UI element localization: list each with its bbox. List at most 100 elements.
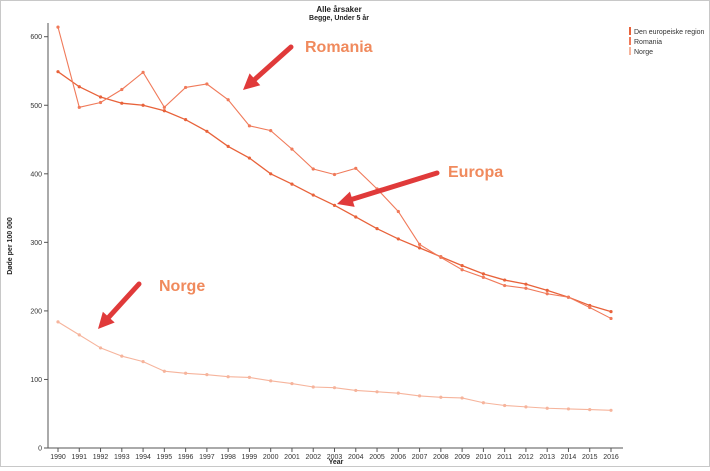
data-point <box>141 70 145 74</box>
x-tick-label: 2004 <box>348 454 364 461</box>
data-point <box>354 166 358 170</box>
arrow-shaft <box>106 281 142 320</box>
data-point <box>226 375 230 379</box>
y-tick-label: 300 <box>30 240 42 247</box>
x-tick-label: 1993 <box>114 454 130 461</box>
data-point <box>77 105 81 109</box>
data-point <box>481 272 485 276</box>
data-point <box>609 408 613 412</box>
data-point <box>269 379 273 383</box>
data-point <box>162 105 166 109</box>
data-point <box>545 288 549 292</box>
x-tick-label: 2015 <box>582 454 598 461</box>
data-point <box>375 390 379 394</box>
axes: 0 100 200 300 400 500 600 1990 1991 1992 1993 1994 1… <box>30 23 623 461</box>
annotations: Romania Europa Norge <box>98 39 503 329</box>
data-point <box>354 388 358 393</box>
x-tick-label: 2013 <box>539 454 555 461</box>
legend-entry: Den europeiske region <box>634 29 705 36</box>
data-point <box>141 103 145 107</box>
x-tick-label: 1994 <box>135 454 151 461</box>
y-tick-label: 0 <box>38 446 42 453</box>
data-point <box>184 85 188 90</box>
data-point <box>481 275 485 279</box>
legend-entry: Romania <box>634 39 662 46</box>
arrow-norge <box>98 281 142 329</box>
series-line <box>57 26 612 319</box>
data-point <box>609 309 613 314</box>
series-layer <box>56 25 613 412</box>
data-point <box>417 246 422 250</box>
data-point <box>332 172 337 177</box>
x-tick-label: 2010 <box>476 454 492 461</box>
annotation-label: Europa <box>448 164 503 181</box>
data-point <box>184 371 188 375</box>
arrow-romania <box>243 44 294 90</box>
data-point <box>205 129 209 133</box>
x-tick-label: 1992 <box>93 454 109 461</box>
data-point <box>77 85 81 89</box>
x-tick-label: 2002 <box>305 454 321 461</box>
data-point <box>226 144 230 148</box>
data-point <box>98 100 103 105</box>
data-point <box>545 406 549 410</box>
data-point <box>77 333 81 337</box>
data-point <box>290 147 294 151</box>
legend-swatch <box>629 27 631 35</box>
y-tick-label: 200 <box>30 308 42 315</box>
data-point <box>56 70 60 74</box>
legend-swatch <box>629 47 631 55</box>
x-tick-label: 2001 <box>284 454 300 461</box>
x-tick-label: 1990 <box>50 454 66 461</box>
annotation-label: Romania <box>305 39 373 56</box>
data-point <box>503 283 507 288</box>
data-point <box>609 316 613 321</box>
x-tick-label: 2014 <box>561 454 577 461</box>
x-tick-label: 2009 <box>454 454 470 461</box>
data-point <box>290 381 294 386</box>
data-point <box>503 403 507 408</box>
data-point <box>396 237 400 241</box>
data-point <box>375 227 379 231</box>
x-tick-label: 2007 <box>412 454 428 461</box>
data-point <box>98 346 103 350</box>
arrow-head <box>337 191 355 207</box>
data-point <box>311 193 315 197</box>
data-point <box>184 118 188 122</box>
data-point <box>141 360 145 364</box>
x-axis-label: Year <box>329 459 344 466</box>
data-point <box>120 101 124 105</box>
legend-entry: Norge <box>634 49 653 56</box>
legend-swatch <box>629 37 631 45</box>
data-point <box>269 129 273 133</box>
data-point <box>290 182 294 186</box>
data-point <box>332 386 337 390</box>
data-point <box>588 408 592 412</box>
data-point <box>460 268 464 272</box>
data-point <box>247 375 252 379</box>
annotation-label: Norge <box>159 278 205 295</box>
data-point <box>120 354 124 358</box>
series-1 <box>56 25 613 321</box>
data-point <box>566 407 571 411</box>
x-tick-label: 1999 <box>242 454 258 461</box>
data-point <box>396 209 400 214</box>
x-tick-label: 1998 <box>220 454 236 461</box>
y-tick-label: 600 <box>30 34 42 41</box>
data-point <box>311 167 315 171</box>
data-point <box>460 396 464 400</box>
data-point <box>566 295 571 299</box>
data-point <box>481 401 485 405</box>
data-point <box>269 172 273 176</box>
y-tick-label: 500 <box>30 103 42 110</box>
data-point <box>439 255 443 260</box>
data-point <box>205 82 209 86</box>
data-point <box>247 156 252 160</box>
data-point <box>545 292 549 296</box>
data-point <box>524 282 528 286</box>
data-point <box>56 25 60 29</box>
data-point <box>205 373 209 377</box>
series-line <box>57 321 612 411</box>
series-line <box>57 71 612 313</box>
